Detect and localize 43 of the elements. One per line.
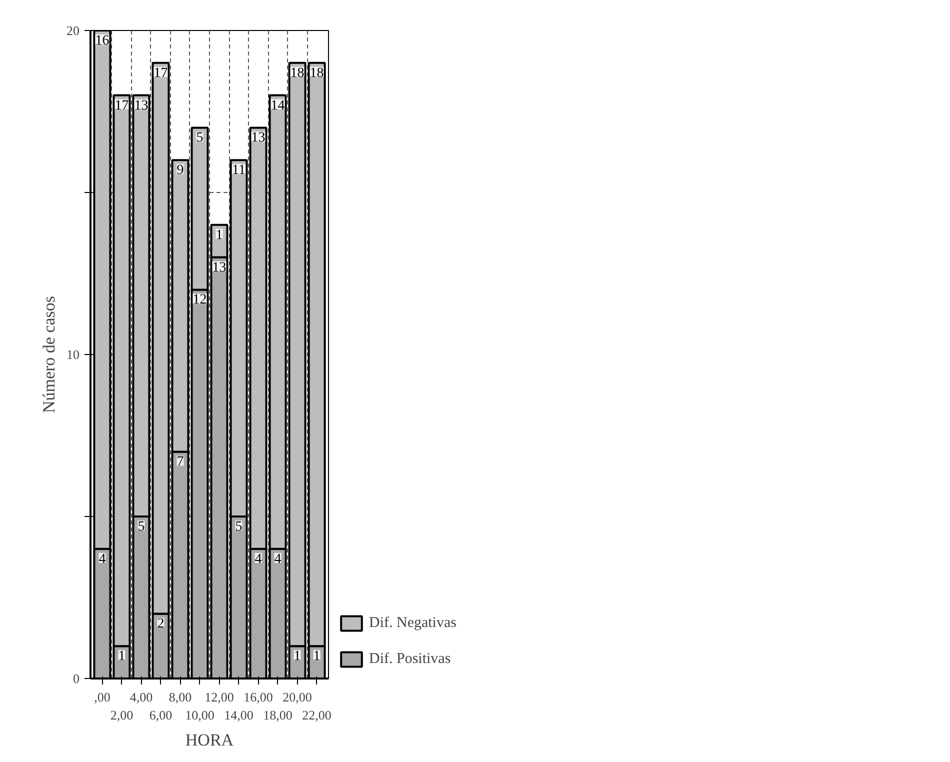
y-tick-label: 10 bbox=[66, 347, 80, 362]
y-tick-label: 0 bbox=[73, 671, 80, 686]
x-tick-label: 10,00 bbox=[185, 708, 214, 722]
data-label: 4 bbox=[274, 552, 282, 567]
data-label: 7 bbox=[176, 454, 184, 470]
data-label: 5 bbox=[138, 520, 145, 534]
x-tick-label: 22,00 bbox=[302, 708, 332, 722]
data-label: 11 bbox=[232, 163, 246, 178]
data-label: 5 bbox=[235, 520, 242, 534]
y-axis-title: Número de casos bbox=[40, 296, 58, 414]
x-tick-label: 6,00 bbox=[149, 708, 172, 722]
data-label: 4 bbox=[98, 552, 106, 567]
data-label: 17 bbox=[154, 66, 168, 81]
x-tick-label: 12,00 bbox=[204, 690, 234, 704]
data-label: 14 bbox=[270, 98, 285, 114]
data-label: 18 bbox=[290, 66, 304, 81]
data-label: 12 bbox=[192, 292, 207, 308]
data-label: 5 bbox=[196, 130, 204, 146]
x-tick-label: 2,00 bbox=[110, 708, 134, 722]
x-tick-label: ,00 bbox=[94, 690, 110, 704]
data-label: 18 bbox=[310, 66, 324, 81]
data-label: 13 bbox=[212, 260, 226, 276]
y-tick-label: 20 bbox=[66, 23, 80, 38]
x-tick-label: 16,00 bbox=[244, 690, 273, 704]
x-axis-title: HORA bbox=[185, 730, 234, 750]
x-tick-label: 8,00 bbox=[168, 690, 192, 704]
x-tick-label: 14,00 bbox=[224, 708, 254, 722]
legend-label: Dif. Negativas bbox=[369, 614, 456, 632]
data-label: 1 bbox=[313, 649, 320, 664]
data-label: 1 bbox=[294, 649, 301, 664]
data-label: 13 bbox=[251, 130, 266, 146]
data-label: 1 bbox=[118, 649, 126, 664]
data-label: 13 bbox=[134, 98, 148, 114]
legend-label: Dif. Positivas bbox=[369, 650, 451, 668]
x-tick-label: 18,00 bbox=[263, 708, 292, 722]
data-label: 16 bbox=[95, 34, 110, 48]
data-label: 2 bbox=[157, 616, 164, 632]
data-label: 4 bbox=[254, 552, 262, 567]
x-tick-label: 20,00 bbox=[282, 690, 312, 704]
x-tick-label: 4,00 bbox=[130, 690, 153, 704]
data-label: 17 bbox=[114, 98, 129, 114]
data-label: 9 bbox=[176, 163, 184, 178]
data-label: 1 bbox=[216, 228, 223, 243]
